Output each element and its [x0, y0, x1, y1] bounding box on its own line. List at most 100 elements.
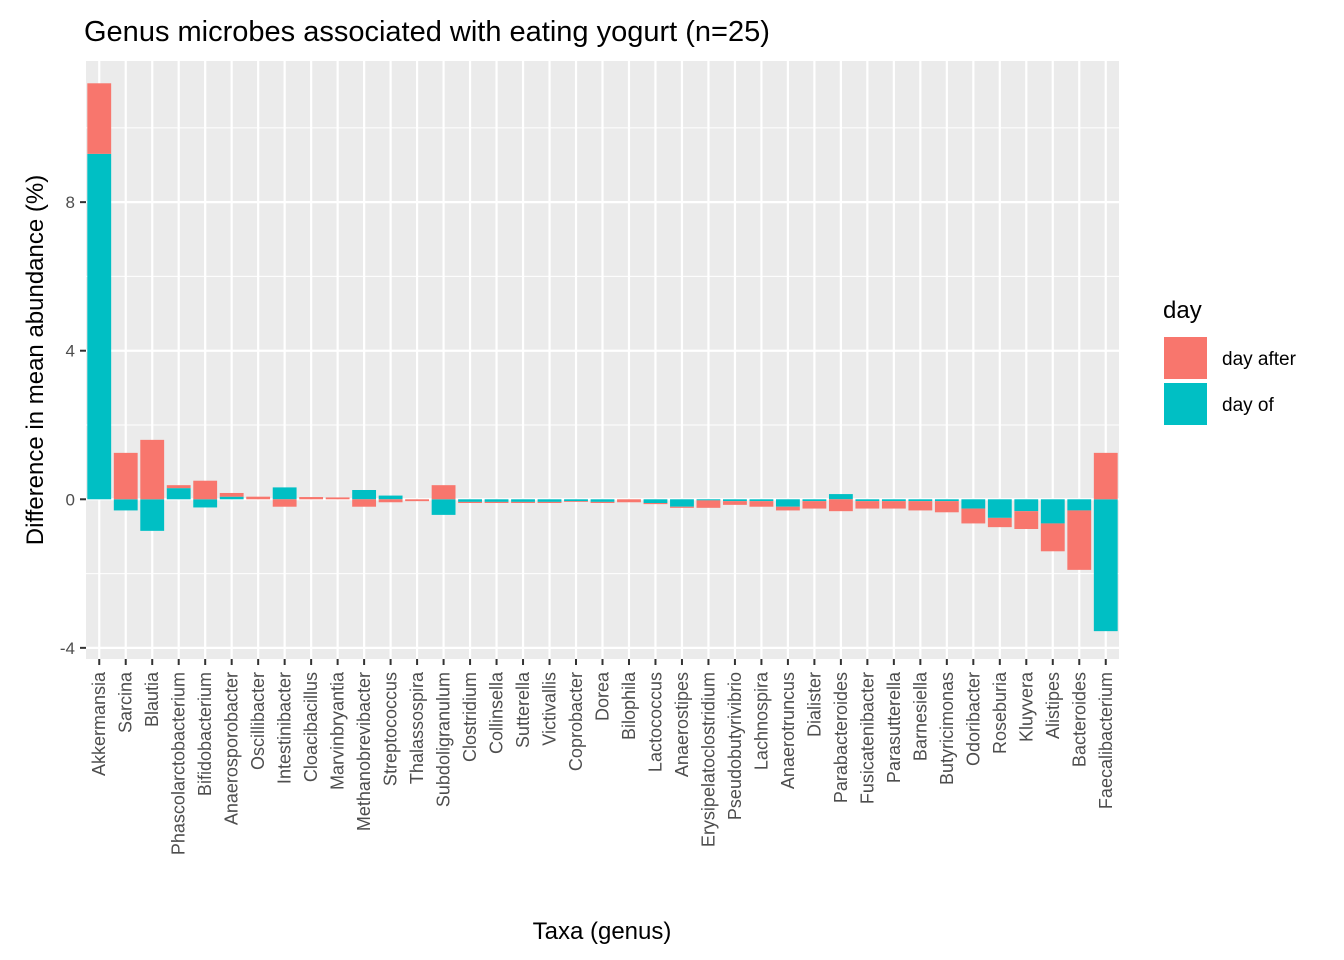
- x-tick-label: Alistipes: [1043, 672, 1063, 739]
- x-tick-label: Anaerostipes: [672, 672, 692, 777]
- bar-day-of: [590, 499, 615, 502]
- x-tick-label: Erysipelatoclostridium: [698, 672, 718, 847]
- x-tick-label: Barnesiella: [910, 671, 930, 761]
- bar-day-of: [855, 499, 880, 502]
- bar-day-after: [987, 517, 1012, 528]
- bar-day-after: [537, 501, 562, 503]
- bar-day-after: [1040, 523, 1065, 552]
- x-tick-label: Bifidobacterium: [195, 672, 215, 796]
- x-tick-label: Faecalibacterium: [1096, 672, 1116, 809]
- x-tick-label: Odoribacter: [963, 672, 983, 766]
- y-tick-label: -4: [60, 639, 75, 658]
- bar-day-after: [749, 501, 774, 507]
- x-tick-label: Coprobacter: [566, 672, 586, 771]
- bar-day-of: [696, 499, 721, 501]
- x-tick-label: Victivallis: [540, 672, 560, 746]
- x-axis-title: Taxa (genus): [533, 918, 672, 945]
- bars-layer: [87, 83, 1118, 632]
- bar-day-after: [87, 83, 112, 154]
- bar-day-after: [1067, 510, 1092, 570]
- x-tick-label: Dialister: [804, 672, 824, 737]
- x-tick-label: Oscillibacter: [248, 672, 268, 770]
- bar-day-of: [431, 499, 456, 515]
- bar-day-after: [908, 501, 933, 511]
- bar-day-after: [511, 501, 535, 503]
- bar-day-after: [670, 506, 694, 508]
- bar-day-after: [1014, 511, 1039, 529]
- bar-day-of: [881, 499, 906, 502]
- bar-day-after: [643, 503, 668, 505]
- x-tick-label: Intestinibacter: [275, 672, 295, 784]
- bar-day-after: [564, 501, 588, 502]
- bar-day-after: [246, 496, 271, 500]
- x-tick-label: Dorea: [593, 671, 613, 721]
- x-tick-label: Collinsella: [487, 671, 507, 754]
- bar-day-after: [961, 508, 986, 524]
- x-tick-label: Clostridium: [460, 672, 480, 762]
- legend-label: day after: [1222, 349, 1297, 370]
- x-tick-label: Roseburia: [990, 671, 1010, 754]
- bar-day-after: [431, 485, 456, 500]
- x-tick-label: Pseudobutyrivibrio: [725, 672, 745, 820]
- bar-day-of: [378, 495, 403, 500]
- x-tick-label: Anaerosporobacter: [222, 672, 242, 825]
- y-tick-label: 8: [66, 193, 75, 212]
- bar-day-of: [166, 488, 191, 500]
- bar-day-after: [881, 501, 906, 509]
- bar-day-after: [272, 499, 297, 507]
- x-tick-label: Kluyvera: [1016, 671, 1036, 742]
- bar-day-after: [590, 501, 615, 503]
- bar-day-of: [802, 499, 827, 502]
- y-axis: -4 0 4 8: [60, 193, 86, 658]
- y-tick-label: 4: [66, 342, 75, 361]
- x-tick-label: Bacteroides: [1069, 672, 1089, 767]
- bar-day-after: [617, 499, 641, 503]
- bar-day-after: [405, 499, 430, 502]
- bar-day-of: [272, 487, 297, 500]
- bar-day-of: [113, 499, 138, 511]
- bar-day-of: [1014, 499, 1039, 512]
- x-tick-label: Subdoligranulum: [434, 672, 454, 807]
- legend-label: day of: [1222, 395, 1274, 416]
- bar-day-of: [749, 499, 774, 502]
- x-tick-label: Phascolarctobacterium: [169, 672, 189, 855]
- bar-day-of: [828, 494, 853, 500]
- y-tick-label: 0: [66, 490, 75, 509]
- bar-day-after: [855, 501, 880, 509]
- x-tick-label: Lachnospira: [751, 671, 771, 770]
- bar-day-of: [219, 496, 244, 500]
- x-tick-label: Butyricimonas: [937, 672, 957, 785]
- bar-day-after: [458, 501, 482, 503]
- bar-day-of: [987, 499, 1012, 518]
- bar-day-after: [352, 499, 377, 507]
- x-tick-label: Marvinbryantia: [328, 671, 348, 790]
- legend-title: day: [1163, 297, 1202, 324]
- y-axis-title: Difference in mean abundance (%): [22, 175, 49, 545]
- bar-day-after: [140, 439, 165, 500]
- x-tick-label: Akkermansia: [89, 671, 109, 776]
- x-axis: Akkermansia Sarcina Blautia Phascolarctobac…: [89, 659, 1116, 855]
- bar-day-after: [775, 506, 800, 511]
- bar-day-of: [564, 499, 588, 502]
- bar-day-of: [537, 499, 562, 502]
- bar-day-of: [140, 499, 165, 531]
- bar-day-of: [352, 490, 377, 500]
- bar-day-after: [325, 497, 350, 500]
- chart-title: Genus microbes associated with eating yo…: [84, 16, 770, 48]
- bar-day-after: [1093, 452, 1118, 500]
- x-tick-label: Methanobrevibacter: [354, 672, 374, 831]
- bar-day-after: [723, 501, 747, 505]
- bar-day-of: [87, 153, 112, 500]
- bar-day-after: [166, 485, 191, 489]
- bar-day-after: [378, 499, 403, 503]
- x-tick-label: Blautia: [142, 671, 162, 727]
- bar-day-of: [1067, 499, 1092, 511]
- x-tick-label: Streptococcus: [381, 672, 401, 786]
- bar-day-of: [1040, 499, 1065, 524]
- bar-day-of: [484, 499, 509, 502]
- bar-day-after: [193, 480, 218, 500]
- bar-day-after: [113, 452, 138, 500]
- bar-day-after: [802, 501, 827, 509]
- bar-day-after: [299, 497, 324, 500]
